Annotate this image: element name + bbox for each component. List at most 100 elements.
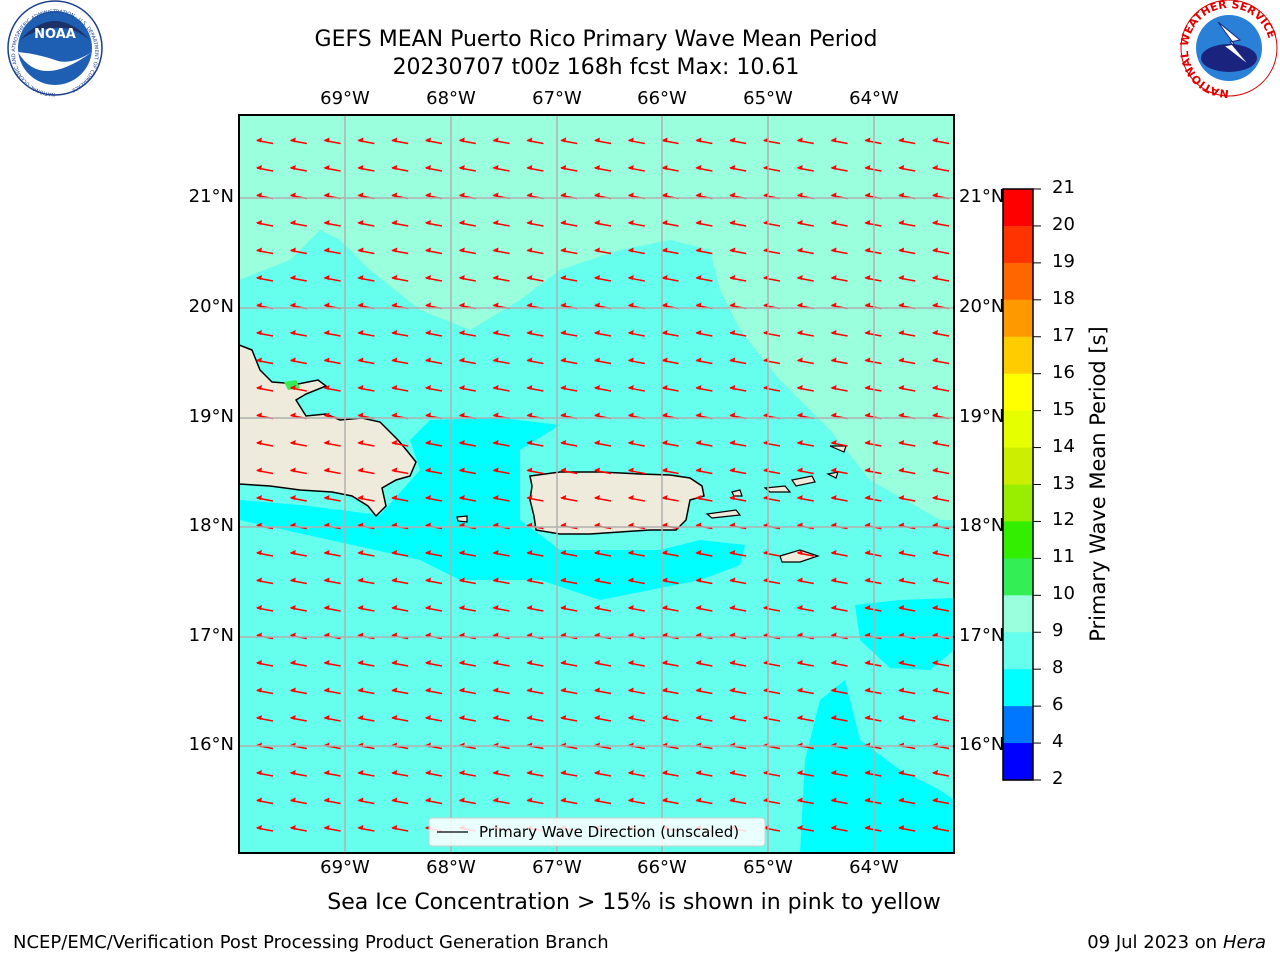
wave-arrow	[796, 577, 814, 585]
wave-arrow	[256, 247, 274, 255]
wave-arrow	[391, 825, 409, 832]
wave-arrow	[560, 577, 578, 585]
wave-arrow	[932, 577, 950, 585]
lat-label-left-16n: 16°N	[188, 734, 234, 755]
wave-arrow	[796, 385, 814, 392]
wave-arrow	[560, 770, 578, 777]
lon-label-bottom-68w: 68°W	[426, 857, 476, 878]
wave-arrow	[256, 137, 274, 145]
wave-arrow	[357, 825, 375, 832]
nws-logo: NATIONAL WEATHER SERVICE	[1178, 0, 1278, 100]
wave-arrow	[425, 577, 443, 585]
wave-arrow	[425, 770, 443, 777]
wave-arrow	[796, 715, 814, 722]
wave-arrow	[729, 797, 747, 805]
wave-arrow	[323, 275, 341, 282]
wave-arrow	[560, 165, 578, 172]
colorbar-tick-label: 20	[1052, 213, 1075, 235]
wave-arrow	[425, 467, 443, 475]
wave-arrow	[391, 357, 409, 365]
wave-arrow	[458, 797, 476, 805]
wave-arrow	[323, 467, 341, 475]
wave-arrow	[661, 687, 679, 695]
wave-arrow	[492, 247, 510, 255]
wave-arrow	[695, 715, 713, 722]
wave-arrow	[391, 660, 409, 667]
wave-arrow	[357, 330, 375, 337]
wave-arrow	[323, 577, 341, 585]
wave-arrow	[492, 550, 510, 557]
colorbar-segment	[1003, 336, 1033, 375]
wave-arrow	[661, 715, 679, 722]
wave-arrow	[458, 440, 476, 447]
map-legend: Primary Wave Direction (unscaled)	[428, 817, 766, 847]
wave-arrow	[796, 467, 814, 475]
wave-arrow	[796, 495, 814, 502]
wave-arrow	[391, 605, 409, 612]
wave-arrow	[391, 330, 409, 337]
wave-arrow	[627, 797, 645, 805]
wave-arrow	[932, 605, 950, 612]
lon-label-top-69w: 69°W	[320, 88, 370, 109]
wave-arrow	[391, 275, 409, 282]
wave-arrow	[492, 440, 510, 447]
wave-arrow	[458, 357, 476, 365]
colorbar-tick-label: 15	[1052, 398, 1075, 420]
lon-label-top-65w: 65°W	[743, 88, 793, 109]
wave-arrow	[357, 577, 375, 585]
wave-arrow	[830, 357, 848, 365]
wave-arrow	[323, 165, 341, 172]
wave-arrow	[492, 495, 510, 502]
wave-arrow	[661, 797, 679, 805]
wave-arrow	[932, 137, 950, 145]
wave-arrow	[458, 770, 476, 777]
wave-arrow	[830, 715, 848, 722]
colorbar-segment	[1003, 447, 1033, 486]
wave-arrow	[796, 440, 814, 447]
lon-label-top-64w: 64°W	[849, 88, 899, 109]
wave-arrow	[898, 605, 916, 612]
wave-arrow	[425, 165, 443, 172]
wave-arrow	[627, 357, 645, 365]
wave-arrow	[661, 275, 679, 282]
lat-label-right-21n: 21°N	[959, 186, 1005, 207]
wave-arrow	[458, 137, 476, 145]
wave-arrow	[594, 715, 612, 722]
wave-arrow	[425, 137, 443, 145]
wave-arrow	[661, 467, 679, 475]
lon-label-top-66w: 66°W	[637, 88, 687, 109]
wave-arrow	[830, 330, 848, 337]
wave-arrow	[729, 220, 747, 227]
wave-arrow	[695, 275, 713, 282]
wave-arrow	[323, 137, 341, 145]
wave-arrow	[898, 385, 916, 392]
wave-arrow	[594, 687, 612, 695]
lat-label-right-18n: 18°N	[959, 515, 1005, 536]
wave-arrow	[627, 220, 645, 227]
wave-arrow	[898, 550, 916, 557]
wave-arrow	[830, 825, 848, 832]
colorbar-tick-label: 17	[1052, 324, 1075, 346]
wave-arrow	[729, 357, 747, 365]
wave-arrow	[932, 715, 950, 722]
wave-arrow	[560, 275, 578, 282]
colorbar-tick-label: 12	[1052, 509, 1075, 531]
wave-arrow	[830, 165, 848, 172]
wave-arrow	[289, 165, 307, 172]
wave-arrow	[594, 165, 612, 172]
wave-arrow	[357, 247, 375, 255]
colorbar-tick-label: 16	[1052, 361, 1075, 383]
wave-arrow	[729, 605, 747, 612]
wave-arrow	[289, 385, 307, 392]
wave-arrow	[627, 577, 645, 585]
wave-arrow	[526, 605, 544, 612]
wave-arrow	[796, 550, 814, 557]
wave-arrow	[526, 220, 544, 227]
colorbar-segment	[1003, 225, 1033, 264]
wave-arrow	[458, 220, 476, 227]
wave-arrow	[458, 330, 476, 337]
wave-arrow	[729, 770, 747, 777]
lat-label-left-18n: 18°N	[188, 515, 234, 536]
lon-label-bottom-66w: 66°W	[637, 857, 687, 878]
